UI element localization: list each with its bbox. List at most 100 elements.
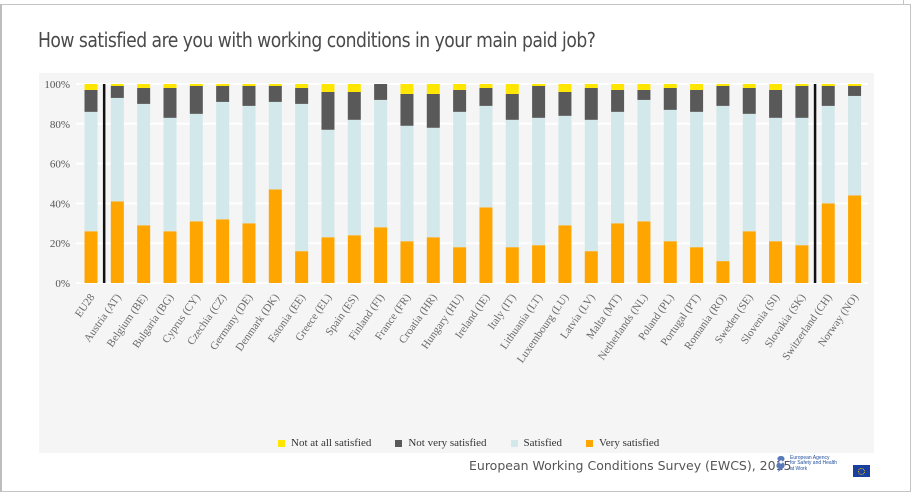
bar-segment-not-at-all-satisfied xyxy=(848,84,862,86)
gridlines xyxy=(76,83,868,284)
bar-segment-satisfied xyxy=(110,97,124,202)
bar-segment-not-very-satisfied xyxy=(453,89,467,112)
bar-segment-very-satisfied xyxy=(295,251,309,283)
bar-segment-satisfied xyxy=(848,95,862,196)
bar-segment-satisfied xyxy=(84,111,98,232)
bar-segment-not-very-satisfied xyxy=(716,85,730,106)
eu-osha-logo[interactable]: European Agency for Safety and Health at… xyxy=(774,455,837,473)
bar-segment-satisfied xyxy=(479,105,493,208)
bar-segment-very-satisfied xyxy=(611,223,625,283)
group-separators xyxy=(102,84,817,283)
bar-segment-very-satisfied xyxy=(505,247,519,283)
bar-segment-satisfied xyxy=(821,105,835,204)
bar-segment-not-at-all-satisfied xyxy=(347,84,361,92)
bar-segment-satisfied xyxy=(453,111,467,248)
bar-segment-not-very-satisfied xyxy=(163,87,177,118)
bar-stack xyxy=(374,84,388,283)
bar-segment-satisfied xyxy=(295,103,309,252)
logo-text-line: European Agency xyxy=(790,454,830,461)
top-edge xyxy=(0,0,918,4)
y-axis-ticks: 0% 20% 40% 60% 80% 100% xyxy=(44,79,70,290)
bar-segment-satisfied xyxy=(242,105,256,224)
bar-segment-satisfied xyxy=(532,117,546,246)
legend-item-not-very-satisfied[interactable]: Not very satisfied xyxy=(395,437,487,449)
bar-segment-satisfied xyxy=(189,113,203,222)
y-tick-label: 20% xyxy=(50,238,70,250)
bar-segment-not-at-all-satisfied xyxy=(400,84,414,94)
bar-segment-not-very-satisfied xyxy=(532,85,546,118)
legend-swatch-not-very xyxy=(395,439,403,447)
bar-stack xyxy=(795,84,809,283)
bar-segment-very-satisfied xyxy=(795,245,809,283)
bar-segment-satisfied xyxy=(505,119,519,248)
legend-item-satisfied[interactable]: Satisfied xyxy=(510,437,563,449)
bar-segment-not-at-all-satisfied xyxy=(453,84,467,90)
bar-segment-not-at-all-satisfied xyxy=(242,84,256,86)
bar-segment-not-very-satisfied xyxy=(505,93,519,120)
bar-segment-not-at-all-satisfied xyxy=(584,84,598,88)
bar-segment-very-satisfied xyxy=(268,189,282,283)
bar-segment-very-satisfied xyxy=(663,241,677,283)
bar-stack xyxy=(690,84,704,283)
bar-segment-very-satisfied xyxy=(769,241,783,283)
bar-segment-very-satisfied xyxy=(532,245,546,283)
bar-segment-satisfied xyxy=(400,125,414,242)
x-tick-label: EU28 xyxy=(73,291,98,319)
chart-title: How satisfied are you with working condi… xyxy=(38,28,596,52)
bar-stack xyxy=(84,84,98,283)
bar-segment-not-at-all-satisfied xyxy=(769,84,783,90)
legend-item-not-at-all-satisfied[interactable]: Not at all satisfied xyxy=(278,437,371,449)
bar-segment-not-at-all-satisfied xyxy=(532,84,546,86)
bar-segment-satisfied xyxy=(716,105,730,262)
eu-osha-logo-icon xyxy=(776,456,785,472)
bar-segment-not-very-satisfied xyxy=(216,85,230,102)
bar-segment-not-very-satisfied xyxy=(374,84,388,100)
legend-swatch-very-satisfied xyxy=(586,439,594,447)
bar-stack xyxy=(611,84,625,283)
bar-segment-not-very-satisfied xyxy=(268,85,282,102)
legend-label: Satisfied xyxy=(523,437,563,449)
bar-stack xyxy=(189,84,203,283)
bar-segment-not-at-all-satisfied xyxy=(189,84,203,86)
legend-item-very-satisfied[interactable]: Very satisfied xyxy=(586,437,659,449)
bar-segment-not-very-satisfied xyxy=(821,85,835,106)
bar-segment-not-at-all-satisfied xyxy=(611,84,625,90)
bar-segment-very-satisfied xyxy=(848,195,862,283)
bar-segment-very-satisfied xyxy=(347,235,361,283)
bar-segment-satisfied xyxy=(137,103,151,226)
bar-stack xyxy=(848,84,862,283)
bar-segment-not-at-all-satisfied xyxy=(321,84,335,92)
bar-segment-very-satisfied xyxy=(479,207,493,283)
y-tick-label: 60% xyxy=(50,159,70,171)
legend-swatch-satisfied xyxy=(510,439,518,447)
bar-segment-not-at-all-satisfied xyxy=(163,84,177,88)
bars xyxy=(84,84,862,283)
bar-segment-satisfied xyxy=(374,99,388,228)
bar-segment-not-at-all-satisfied xyxy=(137,84,151,88)
y-tick-label: 40% xyxy=(50,198,70,210)
bar-segment-not-at-all-satisfied xyxy=(558,84,572,92)
legend-label: Not at all satisfied xyxy=(291,437,372,449)
bar-stack xyxy=(821,84,835,283)
bar-segment-not-at-all-satisfied xyxy=(505,84,519,94)
bar-segment-very-satisfied xyxy=(400,241,414,283)
bar-segment-satisfied xyxy=(690,111,704,248)
bar-segment-not-at-all-satisfied xyxy=(426,84,440,94)
bar-segment-not-very-satisfied xyxy=(637,89,651,100)
bar-segment-very-satisfied xyxy=(374,227,388,283)
bar-stack xyxy=(400,84,414,283)
bar-segment-not-very-satisfied xyxy=(295,87,309,104)
bar-segment-satisfied xyxy=(637,99,651,222)
bar-segment-very-satisfied xyxy=(110,201,124,283)
bar-stack xyxy=(637,84,651,283)
bar-segment-very-satisfied xyxy=(716,261,730,283)
bar-segment-not-very-satisfied xyxy=(321,91,335,130)
eu-flag-icon xyxy=(853,465,870,477)
bar-segment-very-satisfied xyxy=(321,237,335,283)
bar-segment-not-very-satisfied xyxy=(110,85,124,98)
bar-segment-not-very-satisfied xyxy=(84,89,98,112)
source-caption: European Working Conditions Survey (EWCS… xyxy=(469,458,792,473)
logo-text-line: at Work xyxy=(790,465,808,472)
bar-stack xyxy=(268,84,282,283)
